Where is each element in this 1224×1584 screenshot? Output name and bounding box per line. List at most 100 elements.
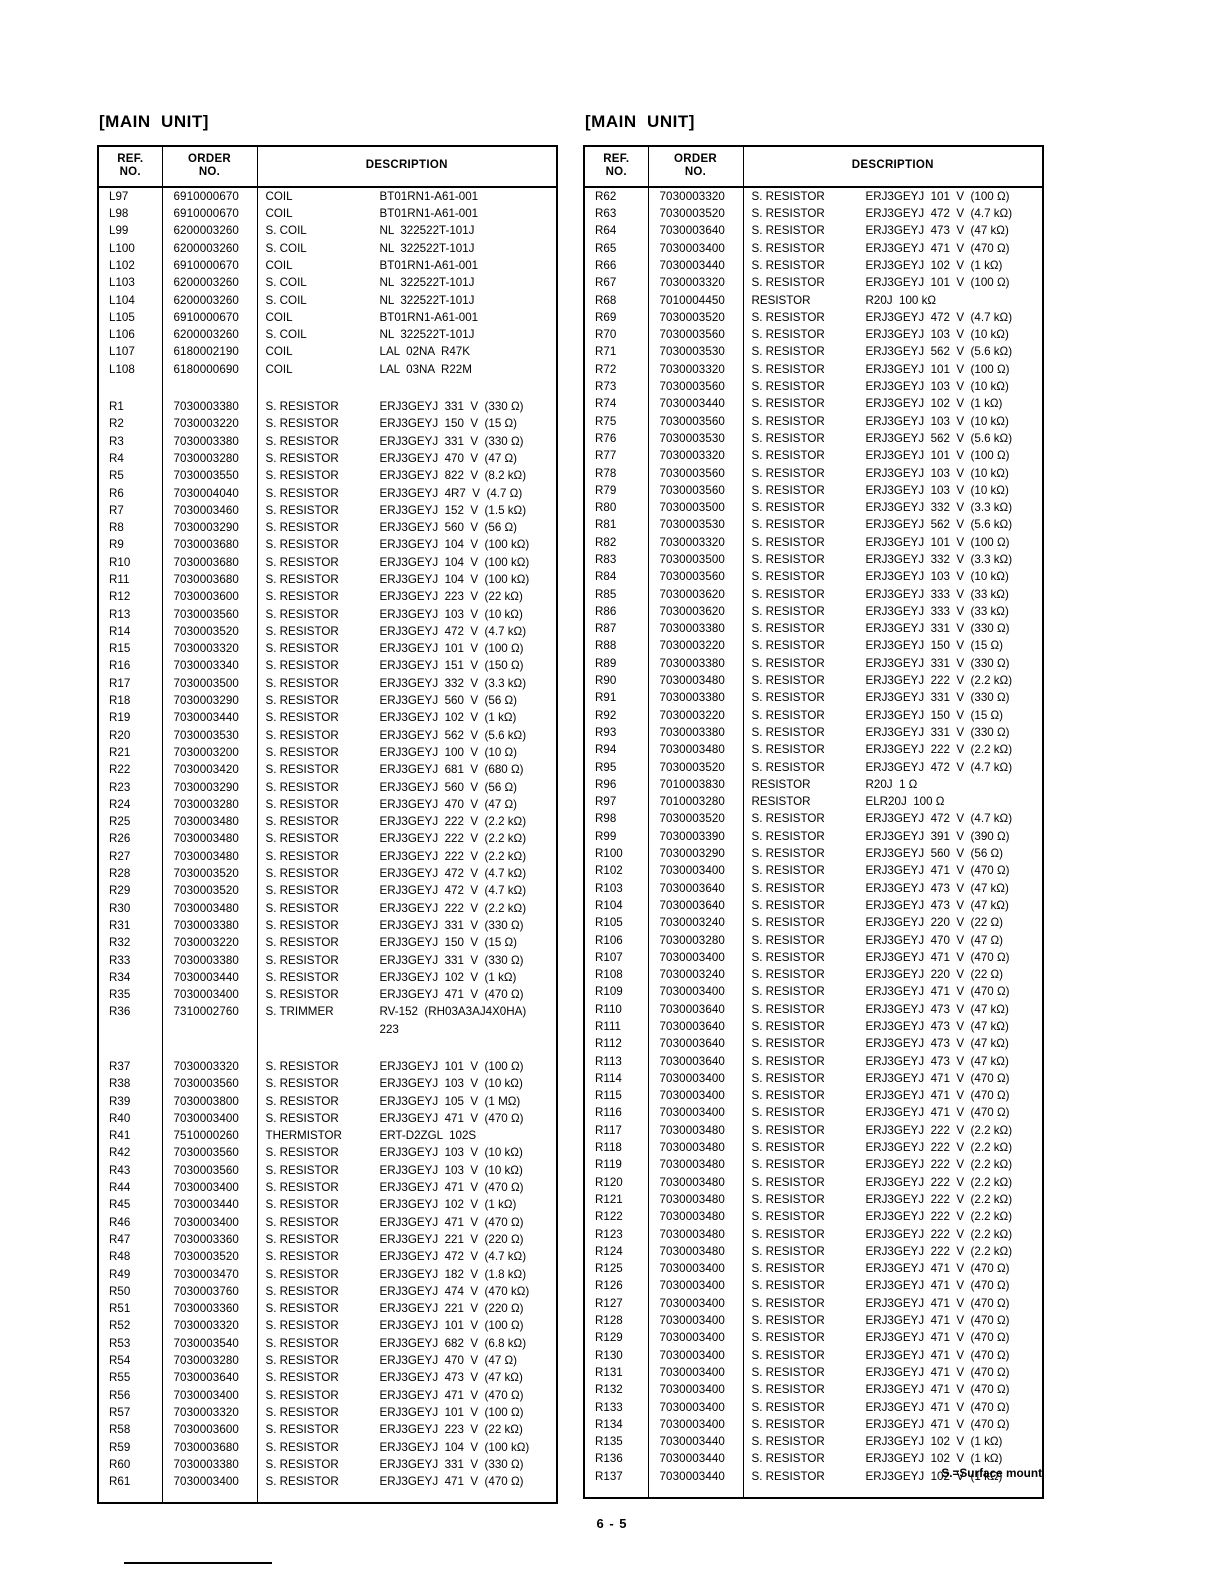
cell-ref-no: L98 [98,205,163,223]
part-type: S. COIL [265,293,307,307]
cell-description: S. RESISTOR ERJ3GEYJ 471 V (470 Ω) [257,1387,557,1404]
cell-order-no: 7030003220 [648,706,744,724]
cell-order-no: 7030003540 [162,1334,258,1353]
table-row: R64 7030003640 S. RESISTOR ERJ3GEYJ 473 V (… [584,222,1043,240]
part-value: ERJ3GEYJ 332 V (3.3 kΩ) [865,552,1013,566]
part-value: ERJ3GEYJ 103 V (10 kΩ) [865,483,1009,497]
cell-description: S. RESISTOR ERJ3GEYJ 103 V (10 kΩ) [257,1144,557,1161]
cell-order-no: 7030003240 [648,914,744,932]
cell-ref-no: R86 [584,602,649,621]
part-type: S. TRIMMER [265,1005,334,1019]
page-number: 6 - 5 [596,1516,628,1531]
cell-ref-no: R31 [98,916,163,935]
part-type: S. RESISTOR [751,1435,825,1449]
cell-order-no: 6180002190 [162,343,258,361]
table-row: R113 7030003640 S. RESISTOR ERJ3GEYJ 473 V … [584,1052,1043,1070]
cell-ref-no: R46 [98,1213,163,1231]
part-value: ERJ3GEYJ 471 V (470 Ω) [865,1365,1010,1379]
cell-ref-no: R99 [584,827,649,846]
cell-order-no: 7030003500 [648,499,744,517]
cell-description: S. COIL NL 322522T-101J [257,326,557,343]
cell-description: S. RESISTOR ERJ3GEYJ 220 V (22 Ω) [743,966,1043,983]
cell-description: S. RESISTOR ERJ3GEYJ 100 V (10 Ω) [257,744,557,761]
part-value: ERJ3GEYJ 822 V (8.2 kΩ) [379,469,527,483]
part-type: S. RESISTOR [265,1319,339,1333]
cell-description: S. RESISTOR ERJ3GEYJ 102 V (1 kΩ) [743,1433,1043,1450]
cell-order-no: 7030003380 [162,1455,258,1474]
part-value: ERJ3GEYJ 562 V (5.6 kΩ) [379,728,527,742]
part-value: ERJ3GEYJ 150 V (15 Ω) [865,708,1004,722]
column-header-ref-no: REF. NO. [584,146,649,188]
part-type: S. RESISTOR [751,1071,825,1085]
cell-ref-no: R79 [584,481,649,500]
table-row: R40 7030003400 S. RESISTOR ERJ3GEYJ 471 V (… [98,1109,557,1128]
table-row: R134 7030003400 S. RESISTOR ERJ3GEYJ 471 V … [584,1415,1043,1434]
part-type: S. RESISTOR [265,694,339,708]
cell-order-no: 7030003380 [648,654,744,673]
part-value: ERJ3GEYJ 331 V (330 Ω) [379,918,524,932]
cell-description: S. COIL NL 322522T-101J [257,240,557,257]
part-type: S. COIL [265,328,307,342]
cell-order-no: 7030003600 [162,588,258,606]
cell-ref-no: R16 [98,657,163,675]
table-row: R116 7030003400 S. RESISTOR ERJ3GEYJ 471 V … [584,1104,1043,1122]
part-type: S. RESISTOR [751,674,825,688]
cell-description: S. RESISTOR ERJ3GEYJ 471 V (470 Ω) [743,1399,1043,1416]
part-value: ERJ3GEYJ 471 V (470 Ω) [379,1388,524,1402]
part-type: S. RESISTOR [751,691,825,705]
cell-ref-no: R48 [98,1248,163,1266]
part-value: ERJ3GEYJ 472 V (4.7 kΩ) [865,760,1013,774]
cell-order-no: 7030003400 [162,1109,258,1128]
cell-order-no: 7030003760 [162,1282,258,1301]
part-type: S. RESISTOR [751,1106,825,1120]
cell-ref-no: R35 [98,986,163,1004]
cell-order-no: 7030003620 [648,602,744,621]
cell-description: S. RESISTOR ERJ3GEYJ 222 V (2.2 kΩ) [743,741,1043,758]
cell-order-no: 7030003560 [648,568,744,586]
part-value: ERJ3GEYJ 333 V (33 kΩ) [865,587,1009,601]
cell-description: S. RESISTOR ERJ3GEYJ 222 V (2.2 kΩ) [743,1174,1043,1191]
cell-description: S. RESISTOR ERJ3GEYJ 472 V (4.7 kΩ) [257,1248,557,1265]
part-type: S. RESISTOR [265,884,339,898]
cell-ref-no: R89 [584,654,649,673]
part-type: S. RESISTOR [265,815,339,829]
table-row: R38 7030003560 S. RESISTOR ERJ3GEYJ 103 V (… [98,1075,557,1093]
part-value: ERJ3GEYJ 150 V (15 Ω) [379,417,518,431]
cell-description: S. RESISTOR ERJ3GEYJ 471 V (470 Ω) [743,1347,1043,1364]
table-row: R22 7030003420 S. RESISTOR ERJ3GEYJ 681 V (… [98,761,557,779]
cell-order-no: 7030003400 [648,1329,744,1347]
cell-description: S. RESISTOR ERJ3GEYJ 471 V (470 Ω) [743,949,1043,966]
cell-order-no: 6200003260 [162,291,258,309]
table-row: R77 7030003320 S. RESISTOR ERJ3GEYJ 101 V (… [584,447,1043,465]
cell-ref-no: R4 [98,449,163,468]
cell-ref-no: R93 [584,723,649,742]
part-type: S. RESISTOR [265,538,339,552]
table-row: R19 7030003440 S. RESISTOR ERJ3GEYJ 102 V (… [98,709,557,727]
cell-ref-no: R7 [98,501,163,520]
part-value: ERJ3GEYJ 470 V (47 Ω) [865,933,1004,947]
cell-description: 223 [257,1021,557,1038]
cell-description: S. RESISTOR ERJ3GEYJ 472 V (4.7 kΩ) [743,205,1043,222]
cell-order-no: 7030003200 [162,743,258,762]
cell-ref-no: R103 [584,879,649,897]
part-value: ERJ3GEYJ 222 V (2.2 kΩ) [379,849,527,863]
cell-ref-no: R40 [98,1109,163,1128]
part-type: S. RESISTOR [751,1296,825,1310]
cell-description: S. RESISTOR ERJ3GEYJ 391 V (390 Ω) [743,828,1043,845]
cell-order-no: 7030003560 [162,1144,258,1162]
part-value: ERJ3GEYJ 222 V (2.2 kΩ) [865,1141,1013,1155]
table-row: R111 7030003640 S. RESISTOR ERJ3GEYJ 473 V … [584,1018,1043,1036]
cell-order-no: 7030003320 [648,533,744,551]
part-value: ERJ3GEYJ 562 V (5.6 kΩ) [865,345,1013,359]
part-type: S. RESISTOR [265,1232,339,1246]
part-type: S. RESISTOR [751,985,825,999]
table-row: R46 7030003400 S. RESISTOR ERJ3GEYJ 471 V (… [98,1213,557,1231]
cell-ref-no: R22 [98,761,163,779]
cell-order-no: 7030003620 [648,585,744,603]
part-value: ERJ3GEYJ 102 V (1 kΩ) [865,1435,1003,1449]
cell-ref-no: R100 [584,845,649,863]
part-value: ERJ3GEYJ 101 V (100 Ω) [865,189,1010,203]
cell-order-no: 7030003400 [162,1386,258,1404]
part-value: ERJ3GEYJ 102 V (1 kΩ) [379,1198,517,1212]
cell-order-no: 7030003600 [162,1421,258,1439]
